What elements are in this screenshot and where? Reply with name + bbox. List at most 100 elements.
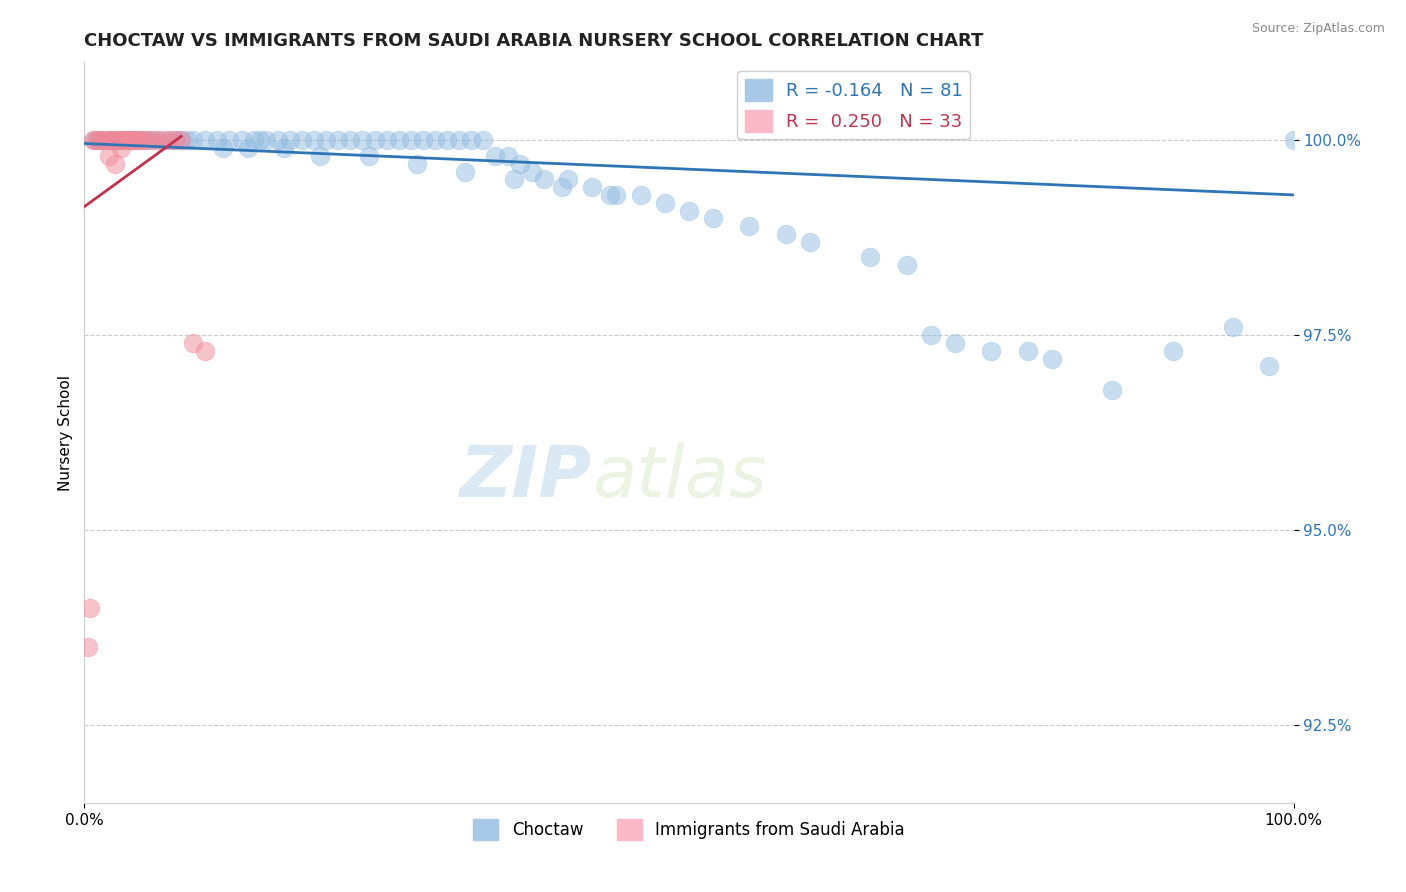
Point [87, 133, 110, 147]
Point [581, 180, 603, 194]
Point [176, 133, 198, 147]
Point [82, 133, 104, 147]
Text: CHOCTAW VS IMMIGRANTS FROM SAUDI ARABIA NURSERY SCHOOL CORRELATION CHART: CHOCTAW VS IMMIGRANTS FROM SAUDI ARABIA … [84, 32, 984, 50]
Point [87, 133, 110, 147]
Point [520, 164, 543, 178]
Point [207, 133, 229, 147]
Point [112, 133, 135, 147]
Point [128, 133, 150, 147]
Point [943, 336, 966, 351]
Point [291, 133, 314, 147]
Point [1101, 383, 1123, 397]
Point [97, 133, 120, 147]
Point [1222, 320, 1244, 334]
Point [775, 227, 797, 241]
Point [170, 133, 193, 147]
Point [449, 133, 471, 147]
Point [472, 133, 495, 147]
Point [100, 133, 122, 147]
Point [101, 133, 124, 147]
Point [315, 133, 337, 147]
Point [273, 141, 295, 155]
Point [91, 133, 114, 147]
Point [1161, 343, 1184, 358]
Point [630, 188, 652, 202]
Point [423, 133, 446, 147]
Point [194, 343, 217, 358]
Point [120, 133, 142, 147]
Point [738, 219, 761, 233]
Point [1017, 343, 1039, 358]
Point [131, 133, 153, 147]
Point [146, 133, 169, 147]
Point [436, 133, 458, 147]
Point [605, 188, 627, 202]
Point [212, 141, 235, 155]
Point [302, 133, 325, 147]
Point [339, 133, 361, 147]
Point [533, 172, 555, 186]
Point [181, 336, 204, 351]
Point [242, 133, 264, 147]
Point [1282, 133, 1305, 147]
Point [267, 133, 290, 147]
Point [134, 133, 156, 147]
Point [654, 195, 676, 210]
Point [94, 133, 117, 147]
Point [107, 133, 129, 147]
Point [110, 141, 132, 155]
Point [557, 172, 579, 186]
Point [115, 133, 138, 147]
Point [1040, 351, 1063, 366]
Point [509, 157, 531, 171]
Point [83, 133, 105, 147]
Point [249, 133, 271, 147]
Point [91, 133, 114, 147]
Point [406, 157, 429, 171]
Point [128, 133, 150, 147]
Legend: Choctaw, Immigrants from Saudi Arabia: Choctaw, Immigrants from Saudi Arabia [467, 813, 911, 847]
Point [599, 188, 621, 202]
Point [231, 133, 253, 147]
Point [799, 235, 821, 249]
Point [120, 133, 142, 147]
Point [181, 133, 204, 147]
Point [121, 133, 143, 147]
Point [551, 180, 574, 194]
Point [352, 133, 374, 147]
Point [86, 133, 108, 147]
Point [194, 133, 217, 147]
Point [678, 203, 700, 218]
Point [328, 133, 350, 147]
Point [146, 133, 169, 147]
Point [363, 133, 385, 147]
Point [139, 133, 162, 147]
Point [278, 133, 301, 147]
Point [375, 133, 398, 147]
Point [139, 133, 162, 147]
Point [496, 149, 519, 163]
Point [97, 149, 120, 163]
Point [115, 133, 138, 147]
Point [157, 133, 180, 147]
Point [702, 211, 724, 226]
Point [97, 133, 120, 147]
Point [170, 133, 193, 147]
Point [502, 172, 524, 186]
Point [896, 258, 918, 272]
Point [165, 133, 187, 147]
Point [104, 133, 127, 147]
Point [165, 133, 187, 147]
Point [152, 133, 174, 147]
Point [399, 133, 422, 147]
Text: Source: ZipAtlas.com: Source: ZipAtlas.com [1251, 22, 1385, 36]
Point [121, 133, 143, 147]
Point [484, 149, 506, 163]
Point [254, 133, 277, 147]
Point [412, 133, 434, 147]
Point [859, 250, 882, 264]
Point [1258, 359, 1281, 374]
Point [218, 133, 240, 147]
Point [77, 640, 100, 654]
Point [157, 133, 180, 147]
